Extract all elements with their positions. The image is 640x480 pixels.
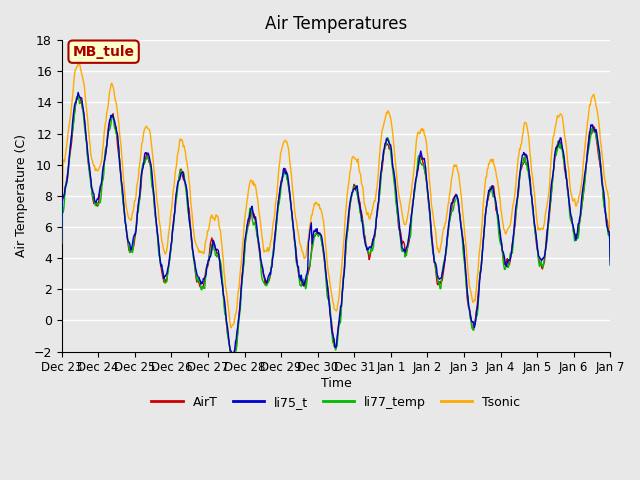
Legend: AirT, li75_t, li77_temp, Tsonic: AirT, li75_t, li77_temp, Tsonic [147,391,525,414]
Text: MB_tule: MB_tule [72,45,134,59]
X-axis label: Time: Time [321,377,351,390]
Y-axis label: Air Temperature (C): Air Temperature (C) [15,134,28,257]
Title: Air Temperatures: Air Temperatures [265,15,407,33]
